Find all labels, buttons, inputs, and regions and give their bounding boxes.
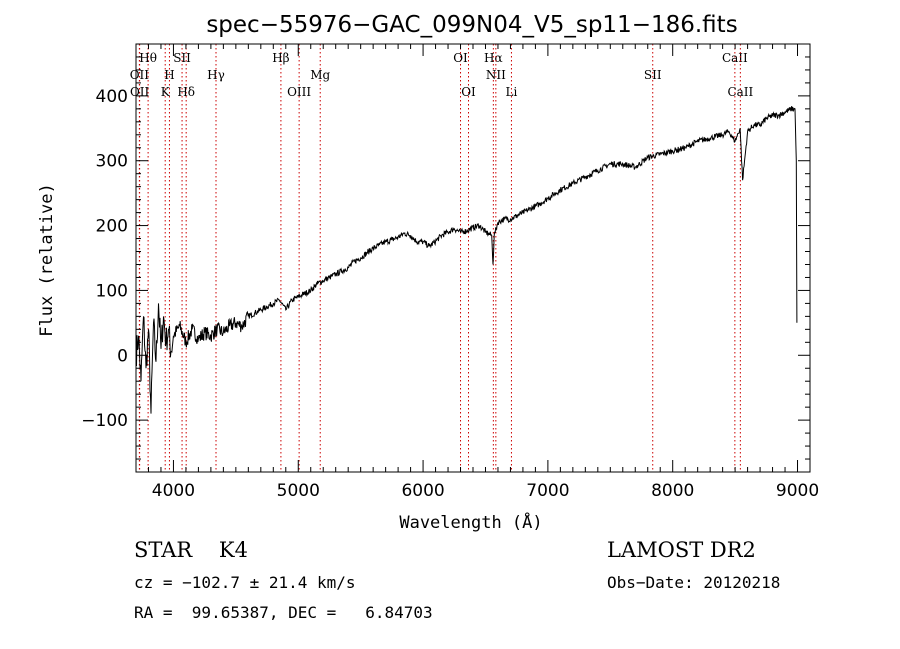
y-tick-label: 100	[96, 281, 128, 301]
y-tick-label: 200	[96, 217, 128, 237]
spectrum-line	[135, 106, 798, 414]
x-tick-label: 4000	[152, 481, 195, 501]
line-marker-label: K	[161, 85, 171, 99]
line-marker-label: OI	[453, 51, 468, 65]
redshift-velocity: cz = −102.7 ± 21.4 km/s	[134, 573, 356, 592]
line-marker-label: CaII	[727, 85, 753, 99]
line-marker-label: Li	[506, 85, 518, 99]
chart-title: spec−55976−GAC_099N04_V5_sp11−186.fits	[206, 12, 737, 38]
x-tick-label: 8000	[651, 481, 694, 501]
line-marker-label: OI	[461, 85, 476, 99]
line-marker-label: OII	[130, 85, 150, 99]
object-class: STAR K4	[134, 538, 248, 562]
line-marker-label: NII	[486, 68, 506, 82]
axes: 4000 5000 6000 7000 8000 9000 −100 0 100 200 300 40…	[81, 43, 819, 501]
y-tick-label: 0	[117, 346, 128, 366]
line-marker-label: Mg	[310, 68, 330, 82]
x-tick-label: 9000	[776, 481, 819, 501]
line-marker-label: SII	[173, 51, 191, 65]
x-tick-label: 5000	[277, 481, 320, 501]
spectrum-series	[135, 106, 798, 414]
line-marker-label: OIII	[287, 85, 311, 99]
y-tick-label: −100	[81, 411, 128, 431]
observation-date: Obs−Date: 20120218	[607, 573, 781, 592]
x-tick-label: 6000	[401, 481, 444, 501]
line-marker-label: Hα	[484, 51, 503, 65]
line-marker-label: H	[164, 68, 174, 82]
line-marker-label: Hγ	[207, 68, 225, 82]
y-axis-label: Flux (relative)	[37, 183, 57, 337]
y-tick-label: 400	[96, 87, 128, 107]
line-marker-label: SII	[644, 68, 662, 82]
line-marker-label: CaII	[722, 51, 748, 65]
y-tick-label: 300	[96, 152, 128, 172]
line-marker-label: Hβ	[272, 51, 289, 65]
plot-frame	[135, 43, 811, 473]
x-tick-label: 7000	[526, 481, 569, 501]
line-marker-label: Hθ	[139, 51, 157, 65]
x-axis-label: Wavelength (Å)	[399, 511, 542, 533]
coordinates: RA = 99.65387, DEC = 6.84703	[134, 603, 433, 622]
survey-name: LAMOST DR2	[607, 538, 756, 562]
line-marker-label: Hδ	[177, 85, 195, 99]
line-marker-label: OII	[130, 68, 150, 82]
